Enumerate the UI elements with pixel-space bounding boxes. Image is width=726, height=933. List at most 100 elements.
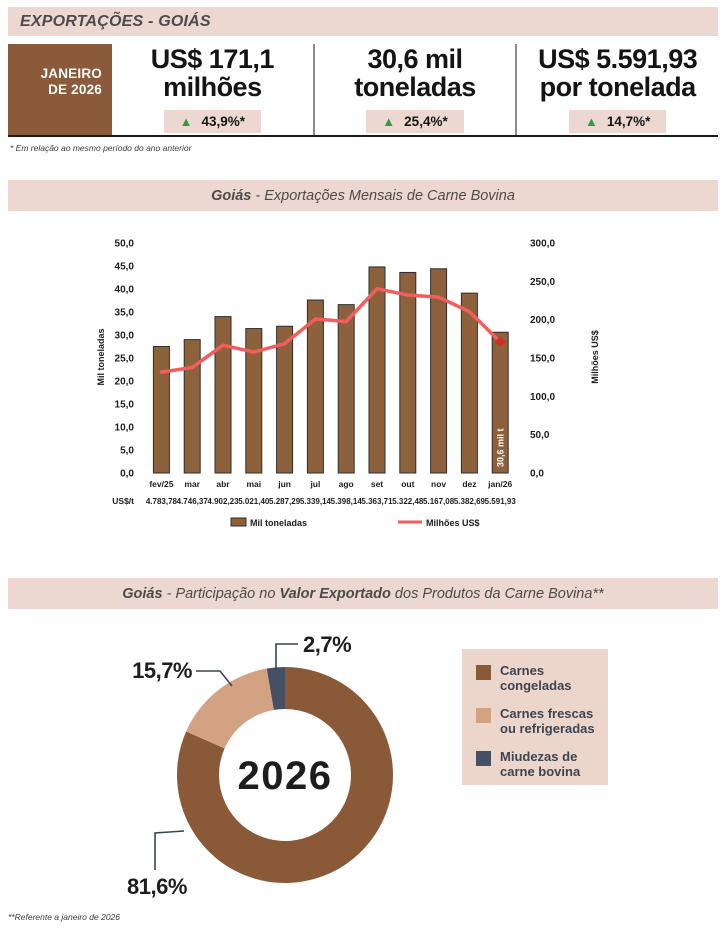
section2-title-bold2: Valor Exportado (279, 585, 391, 602)
right-axis-tick: 200,0 (530, 315, 555, 326)
period-box: JANEIRO DE 2026 (8, 44, 112, 135)
usd-per-ton-dez: 5.382,69 (454, 497, 486, 506)
left-axis-tick: 5,0 (120, 446, 134, 457)
usd-per-ton-set: 5.363,71 (361, 497, 393, 506)
kpi-delta-badge: ▲ 25,4%* (366, 110, 464, 134)
usd-per-ton-jul: 5.339,14 (300, 497, 332, 506)
donut-legend: Carnes congeladas Carnes frescas ou refr… (462, 649, 608, 785)
legend-label-line: Milhões US$ (426, 518, 480, 528)
kpi-value: US$ 5.591,93 por tonelada (538, 44, 698, 102)
bar-ago (337, 304, 355, 474)
page-title: EXPORTAÇÕES - GOIÁS (20, 12, 211, 30)
divider (312, 44, 315, 135)
bar-dez (460, 292, 478, 474)
bar-jul (306, 299, 324, 474)
kpi-export-volume: 30,6 mil toneladas ▲ 25,4%* (315, 44, 516, 135)
donut-center-label: 2026 (238, 754, 333, 798)
x-label-out: out (401, 479, 414, 489)
usd-per-ton-jan/26: 5.591,93 (485, 497, 517, 506)
section1-title: Goiás - Exportações Mensais de Carne Bov… (211, 188, 515, 204)
legend-label-line: Carnes frescas (500, 705, 594, 721)
callout-label-81,6%: 81,6% (127, 874, 187, 899)
legend-swatch-brown (476, 665, 491, 680)
report-header: EXPORTAÇÕES - GOIÁS (8, 7, 718, 36)
right-axis-tick: 0,0 (530, 469, 544, 480)
kpi-delta: 25,4%* (404, 114, 448, 130)
right-axis-tick: 250,0 (530, 277, 555, 288)
kpi-value-line1: US$ 171,1 (150, 44, 275, 74)
x-label-jun: jun (277, 479, 291, 489)
bar-jun (276, 325, 294, 474)
x-label-nov: nov (431, 479, 446, 489)
kpi-price-per-ton: US$ 5.591,93 por tonelada ▲ 14,7%* (517, 44, 718, 135)
usd-per-ton-ago: 5.398,14 (331, 497, 363, 506)
x-label-ago: ago (339, 479, 354, 489)
callout-label-15,7%: 15,7% (132, 658, 192, 683)
kpi-delta-badge: ▲ 43,9%* (163, 110, 262, 134)
donut-chart-svg: 81,6% 15,7% 2,7% 2026 (127, 632, 393, 899)
donut-slice-carnes-frescas-ou-refrigeradas (186, 668, 274, 749)
up-arrow-icon: ▲ (382, 114, 396, 130)
x-label-jan/26: jan/26 (487, 479, 512, 489)
x-label-set: set (371, 479, 383, 489)
kpi-value-line1: US$ 5.591,93 (538, 44, 698, 74)
line-milhoes-usd (159, 287, 502, 374)
combo-chart-svg: 0,0 5,0 10,0 15,0 20,0 25,0 30,0 35,0 40,0 45,0 50… (96, 239, 600, 529)
right-axis-tick: 300,0 (530, 239, 555, 250)
x-label-mar: mar (184, 479, 200, 489)
left-axis-tick: 10,0 (115, 423, 135, 434)
right-axis-tick: 50,0 (530, 430, 550, 441)
x-label-fev/25: fev/25 (149, 479, 173, 489)
kpi-delta-badge: ▲ 14,7%* (568, 110, 667, 134)
bar-jan/26 (491, 331, 509, 474)
kpi-row: JANEIRO DE 2026 US$ 171,1 milhões ▲ 43,9… (8, 44, 718, 137)
legend-swatch-slate (476, 750, 491, 766)
kpi-delta: 43,9%* (201, 114, 246, 130)
section2-title-mid: - Participação no (162, 585, 280, 602)
usd-per-ton-row-label: US$/t (112, 496, 134, 506)
legend-label-line: Carnes (500, 663, 545, 678)
kpi-value: US$ 171,1 milhões (150, 44, 275, 102)
usd-per-ton-jun: 5.287,29 (269, 497, 301, 506)
up-arrow-icon: ▲ (584, 114, 598, 130)
kpi-value-line1: 30,6 mil (367, 44, 463, 74)
period-line2: DE 2026 (48, 82, 102, 98)
legend-label: Carnes frescas ou refrigeradas (500, 705, 595, 737)
left-axis-tick: 30,0 (115, 331, 135, 342)
callout-line-81,6% (154, 830, 185, 870)
donut-slice-miudezas-de-carne-bovina (266, 667, 285, 710)
bar-abr (214, 316, 232, 474)
section2-title-rest: dos Produtos da Carne Bovina** (390, 585, 604, 602)
usd-per-ton-abr: 4.902,23 (207, 497, 239, 506)
section2-title-bold1: Goiás (122, 585, 163, 602)
legend-swatch-bars (230, 517, 247, 527)
bar-set (368, 266, 386, 474)
legend-item-carnes-frescas: Carnes frescas ou refrigeradas (476, 705, 608, 737)
bar-fev/25 (152, 346, 170, 474)
kpi-value-line2: por tonelada (539, 71, 697, 102)
right-axis-title: Milhões US$ (590, 330, 600, 384)
x-label-dez: dez (462, 479, 476, 489)
left-axis-tick: 15,0 (115, 400, 135, 411)
usd-per-ton-out: 5.322,48 (392, 497, 424, 506)
left-axis-tick: 40,0 (115, 285, 135, 296)
section-title-export-share: Goiás - Participação no Valor Exportado … (8, 578, 718, 609)
bar-annotation-jan26: 30,6 mil t (496, 428, 506, 467)
monthly-exports-combo-chart: 0,0 5,0 10,0 15,0 20,0 25,0 30,0 35,0 40,0 45,0 50… (68, 222, 658, 544)
kpi-value-line2: milhões (163, 71, 262, 102)
left-axis-tick: 20,0 (115, 377, 135, 388)
callout-line-2,7% (275, 643, 298, 669)
period-line1: JANEIRO (40, 66, 102, 81)
left-axis-tick: 50,0 (115, 239, 135, 250)
section1-title-rest: - Exportações Mensais de Carne Bovina (251, 187, 515, 204)
bar-out (399, 271, 417, 474)
export-share-donut-chart: 81,6% 15,7% 2,7% 2026 (110, 620, 460, 912)
footnote-reference: **Referente a janeiro de 2026 (8, 912, 120, 922)
left-axis-tick: 25,0 (115, 354, 135, 365)
divider (515, 44, 518, 135)
legend-label: Carnes congeladas (500, 663, 572, 694)
callout-line-15,7% (196, 670, 233, 687)
section2-title: Goiás - Participação no Valor Exportado … (122, 586, 603, 602)
legend-item-miudezas: Miudezas de carne bovina (476, 749, 608, 780)
legend-label-bars: Mil toneladas (250, 518, 307, 528)
